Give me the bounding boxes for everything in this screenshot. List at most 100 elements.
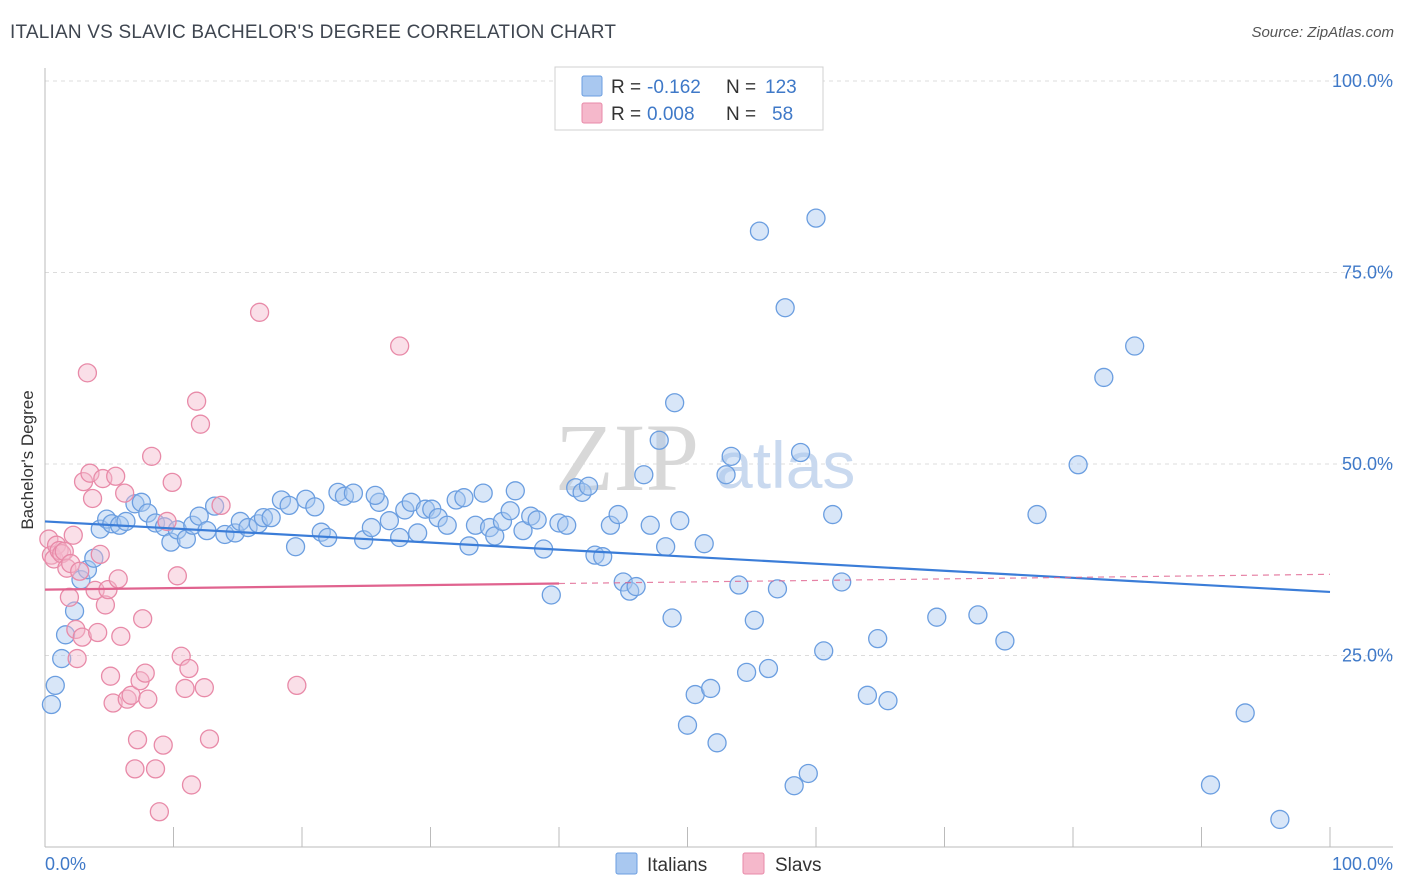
slavs-point — [115, 483, 135, 503]
slavs-point — [287, 675, 307, 696]
italians-point — [285, 537, 306, 557]
italians-point — [634, 465, 654, 485]
italians-points — [41, 208, 1290, 830]
slavs-point — [211, 495, 231, 516]
italians-point — [744, 610, 764, 630]
legend-slavs-r-label: R = — [611, 104, 641, 125]
italians-point — [505, 481, 525, 501]
italians-point — [995, 631, 1015, 651]
italians-point — [798, 763, 818, 784]
italians-point — [116, 511, 136, 532]
legend-slavs-r-value: 0.008 — [647, 104, 695, 125]
slavs-point — [103, 693, 123, 713]
slavs-point — [157, 511, 177, 532]
x-tick-label-0: 0.0% — [45, 854, 86, 874]
italians-point — [758, 658, 779, 679]
legend-italians-n-label: N = — [726, 77, 756, 98]
italians-point — [77, 560, 98, 580]
italians-point — [1235, 703, 1255, 723]
italians-point — [55, 625, 76, 645]
watermark-atlas: atlas — [716, 428, 855, 502]
slavs-point — [186, 391, 207, 411]
italians-point — [45, 675, 65, 696]
bottom-legend-slavs: Slavs — [775, 855, 821, 876]
slavs-points — [39, 302, 410, 822]
italians-point — [729, 575, 749, 595]
italians-point — [465, 515, 486, 535]
italians-point — [1027, 504, 1047, 525]
grid-lines — [45, 80, 1393, 656]
italians-point — [968, 605, 988, 625]
slavs-point — [194, 678, 214, 698]
italians-point — [640, 515, 660, 535]
legend-slavs-swatch — [581, 102, 603, 124]
italians-point — [736, 662, 757, 683]
italians-point — [665, 393, 685, 413]
bottom-legend-italians: Italians — [647, 855, 707, 876]
italians-point — [1094, 367, 1114, 388]
chart-title: ITALIAN VS SLAVIC BACHELOR'S DEGREE CORR… — [10, 22, 617, 43]
italians-point — [670, 511, 690, 531]
slavs-point — [70, 561, 90, 581]
slavs-point — [67, 648, 87, 669]
italians-point — [204, 496, 225, 516]
italians-point — [473, 483, 493, 503]
slavs-point — [179, 658, 199, 679]
slavs-trend-extension — [558, 573, 1331, 585]
bottom-legend-italians-swatch — [615, 852, 638, 875]
italians-point — [437, 515, 457, 535]
italians-point — [395, 500, 415, 520]
italians-point — [527, 510, 547, 530]
italians-point — [593, 547, 613, 567]
slavs-point — [190, 414, 211, 434]
italians-point — [1125, 336, 1145, 356]
italians-point — [700, 678, 721, 699]
x-tick-label-100: 100.0% — [1332, 854, 1393, 874]
slavs-point — [49, 540, 69, 561]
bottom-legend: Italians Slavs — [615, 852, 821, 876]
italians-point — [814, 641, 834, 661]
slavs-point — [106, 466, 126, 486]
italians-point — [131, 492, 152, 512]
italians-point — [261, 507, 281, 528]
legend-italians-r-value: -0.162 — [647, 77, 701, 98]
italians-point — [549, 513, 569, 533]
italians-point — [608, 504, 628, 525]
italians-point — [407, 523, 428, 543]
italians-point — [52, 648, 72, 669]
slavs-point — [54, 541, 74, 561]
slavs-point — [249, 302, 270, 322]
slavs-point — [88, 622, 108, 643]
slavs-point — [181, 775, 202, 795]
y-tick-label-50: 50.0% — [1342, 454, 1393, 474]
slavs-point — [59, 587, 80, 607]
italians-point — [868, 628, 888, 649]
italians-point — [749, 221, 770, 241]
italians-trend-line — [44, 520, 1331, 594]
slavs-point — [82, 488, 103, 509]
slavs-point — [162, 472, 182, 493]
slavs-point — [95, 595, 116, 615]
italians-point — [857, 685, 878, 705]
legend-slavs-n-label: N = — [726, 104, 756, 125]
italians-point — [656, 537, 676, 557]
italians-point — [454, 488, 474, 508]
slavs-point — [145, 759, 166, 779]
slavs-point — [77, 363, 98, 383]
italians-point — [557, 515, 577, 535]
watermark-zip: ZIP — [555, 404, 699, 511]
slavs-point — [100, 666, 121, 686]
italians-point — [361, 517, 382, 538]
italians-point — [626, 576, 646, 597]
slavs-point — [66, 619, 86, 640]
italians-point — [1270, 809, 1290, 830]
slavs-point — [390, 336, 410, 356]
italians-point — [716, 465, 736, 485]
legend-italians-n-value: 123 — [765, 77, 797, 98]
italians-point — [721, 446, 741, 466]
legend-slavs-n-value: 58 — [772, 104, 793, 125]
slavs-point — [133, 609, 153, 629]
italians-point — [927, 607, 947, 627]
slavs-point — [127, 730, 148, 750]
